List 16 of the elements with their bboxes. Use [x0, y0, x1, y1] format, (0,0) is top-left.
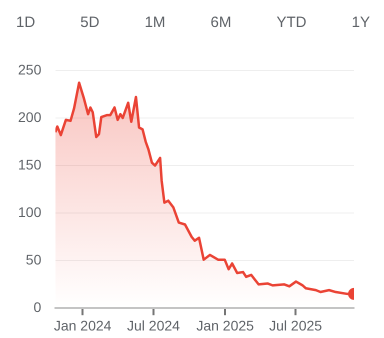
y-tick-label: 200: [18, 108, 42, 125]
x-tick-label: Jul 2025: [269, 317, 322, 334]
y-tick-label: 100: [18, 204, 42, 220]
y-tick-label: 250: [18, 61, 42, 78]
x-tick-label: Jan 2024: [54, 317, 112, 334]
x-tick-label: Jul 2024: [127, 317, 180, 334]
text: 1Y: [352, 14, 370, 33]
text: YTD: [276, 14, 306, 33]
y-tick-label: 0: [34, 299, 42, 316]
text: 5D: [80, 14, 100, 33]
text: 1M: [144, 14, 166, 33]
text: 6M: [210, 14, 232, 33]
x-tick-label: Jan 2025: [196, 317, 254, 334]
y-tick-label: 150: [18, 156, 42, 172]
text: 1D: [16, 14, 36, 33]
y-tick-label: 50: [26, 252, 42, 268]
